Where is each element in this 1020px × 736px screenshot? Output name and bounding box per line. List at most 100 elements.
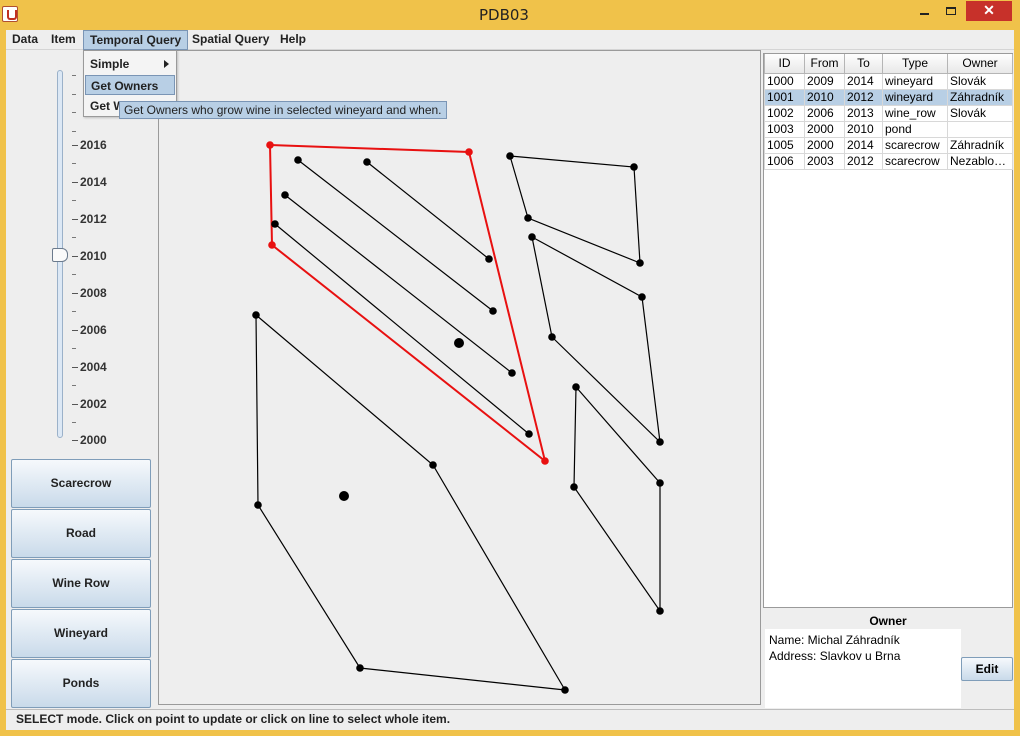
- vertex-point[interactable]: [508, 369, 516, 377]
- title-bar: PDB03 ✕: [0, 0, 1014, 30]
- cell-owner: [947, 120, 1013, 138]
- cell-owner: Slovák: [947, 72, 1013, 90]
- vertex-point[interactable]: [656, 607, 664, 615]
- vertex-point[interactable]: [570, 483, 578, 491]
- vertex-point[interactable]: [294, 156, 302, 164]
- tick: [72, 75, 76, 76]
- table-row[interactable]: 1006 2003 2012 scarecrow Nezablou...: [764, 152, 1013, 170]
- edit-owner-button[interactable]: Edit: [961, 657, 1013, 681]
- tick: [72, 182, 78, 183]
- close-button[interactable]: ✕: [966, 1, 1012, 21]
- scarecrow-point[interactable]: [339, 491, 349, 501]
- table-row[interactable]: 1002 2006 2013 wine_row Slovák: [764, 104, 1013, 122]
- vertex-point[interactable]: [528, 233, 536, 241]
- menu-spatial-query[interactable]: Spatial Query: [192, 32, 270, 46]
- column-header-to[interactable]: To: [844, 54, 883, 74]
- vertex-point[interactable]: [572, 383, 580, 391]
- selected-vertex-point[interactable]: [268, 241, 276, 249]
- vertex-point[interactable]: [638, 293, 646, 301]
- wineyard-polygon[interactable]: [573, 386, 661, 613]
- wineyard-button[interactable]: Wineyard: [11, 609, 151, 658]
- vertex-point[interactable]: [429, 461, 437, 469]
- cell-from: 2003: [804, 152, 845, 170]
- table-row[interactable]: 1000 2009 2014 wineyard Slovák: [764, 72, 1013, 90]
- tick: [72, 330, 78, 331]
- selected-vertex-point[interactable]: [541, 457, 549, 465]
- table-row-selected[interactable]: 1001 2010 2012 wineyard Záhradník: [764, 88, 1013, 106]
- cell-id: 1001: [764, 88, 805, 106]
- vertex-point[interactable]: [356, 664, 364, 672]
- vertex-point[interactable]: [281, 191, 289, 199]
- cell-id: 1005: [764, 136, 805, 154]
- column-header-id[interactable]: ID: [764, 54, 805, 74]
- map-canvas[interactable]: [158, 50, 761, 705]
- menu-temporal-query[interactable]: Temporal Query: [83, 30, 189, 50]
- column-header-from[interactable]: From: [804, 54, 845, 74]
- tick: [72, 404, 78, 405]
- selected-vertex-point[interactable]: [465, 148, 473, 156]
- scarecrow-point[interactable]: [454, 338, 464, 348]
- menu-help[interactable]: Help: [280, 32, 307, 46]
- vertex-point[interactable]: [489, 307, 497, 315]
- cell-type: pond: [882, 120, 948, 138]
- vertex-point[interactable]: [630, 163, 638, 171]
- vertex-point[interactable]: [271, 220, 279, 228]
- ponds-button[interactable]: Ponds: [11, 659, 151, 708]
- vertex-point[interactable]: [636, 259, 644, 267]
- cell-owner: Záhradník: [947, 88, 1013, 106]
- table-row[interactable]: 1003 2000 2010 pond: [764, 120, 1013, 138]
- tick: [72, 422, 76, 423]
- wineyard-polygon[interactable]: [255, 314, 567, 691]
- vertex-point[interactable]: [485, 255, 493, 263]
- tick: [72, 367, 78, 368]
- wine-row-line[interactable]: [274, 223, 530, 435]
- menu-option-simple[interactable]: Simple: [85, 54, 175, 74]
- vertex-point[interactable]: [254, 501, 262, 509]
- java-app-icon: [2, 6, 18, 22]
- vertex-point[interactable]: [656, 438, 664, 446]
- maximize-button[interactable]: [938, 1, 964, 21]
- selected-vertex-point[interactable]: [266, 141, 274, 149]
- minimize-button[interactable]: [911, 1, 937, 21]
- table-row[interactable]: 1005 2000 2014 scarecrow Záhradník: [764, 136, 1013, 154]
- sidebar: 2016 2014 2012 2010 2008 2006 2004 2002 …: [6, 50, 159, 708]
- road-button[interactable]: Road: [11, 509, 151, 558]
- cell-id: 1002: [764, 104, 805, 122]
- year-label: 2008: [80, 286, 107, 300]
- menu-option-get-owners[interactable]: Get Owners: [85, 75, 175, 95]
- year-slider-thumb[interactable]: [52, 248, 68, 262]
- vertex-point[interactable]: [363, 158, 371, 166]
- column-header-type[interactable]: Type: [882, 54, 948, 74]
- cell-owner: Nezablou...: [947, 152, 1013, 170]
- menu-item[interactable]: Item: [51, 32, 76, 46]
- map-drawing[interactable]: [159, 51, 760, 704]
- year-label: 2010: [80, 249, 107, 263]
- wineyard-polygon[interactable]: [509, 155, 641, 264]
- menu-data[interactable]: Data: [12, 32, 39, 46]
- tick: [72, 348, 76, 349]
- wine-row-line[interactable]: [366, 161, 490, 260]
- vertex-point[interactable]: [561, 686, 569, 694]
- vertex-point[interactable]: [506, 152, 514, 160]
- owner-address: Address: Slavkov u Brna: [769, 649, 901, 663]
- owner-name: Name: Michal Záhradník: [769, 633, 900, 647]
- vertex-point[interactable]: [525, 430, 533, 438]
- wine-row-button[interactable]: Wine Row: [11, 559, 151, 608]
- vertex-point[interactable]: [252, 311, 260, 319]
- cell-from: 2000: [804, 120, 845, 138]
- wine-row-line[interactable]: [284, 194, 513, 374]
- cell-type: wineyard: [882, 88, 948, 106]
- cell-to: 2012: [844, 88, 883, 106]
- menu-option-get-w[interactable]: Get W: [90, 99, 125, 113]
- tick: [72, 163, 76, 164]
- cell-to: 2013: [844, 104, 883, 122]
- tick: [72, 274, 76, 275]
- wine-row-line[interactable]: [297, 159, 494, 312]
- cell-id: 1003: [764, 120, 805, 138]
- cell-id: 1000: [764, 72, 805, 90]
- column-header-owner[interactable]: Owner: [947, 54, 1013, 74]
- vertex-point[interactable]: [524, 214, 532, 222]
- vertex-point[interactable]: [656, 479, 664, 487]
- scarecrow-button[interactable]: Scarecrow: [11, 459, 151, 508]
- vertex-point[interactable]: [548, 333, 556, 341]
